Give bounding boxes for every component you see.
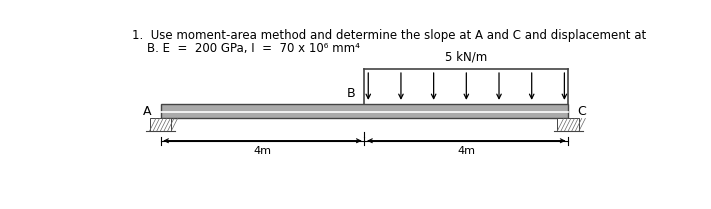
Text: 1.  Use moment-area method and determine the slope at A and C and displacement a: 1. Use moment-area method and determine … bbox=[132, 29, 646, 42]
Text: 5 kN/m: 5 kN/m bbox=[445, 51, 488, 64]
Bar bbox=[557, 119, 579, 131]
Text: A: A bbox=[143, 105, 151, 118]
Polygon shape bbox=[161, 104, 568, 119]
Text: B. E  =  200 GPa, I  =  70 x 10⁶ mm⁴: B. E = 200 GPa, I = 70 x 10⁶ mm⁴ bbox=[132, 42, 359, 55]
Bar bbox=[149, 119, 171, 131]
Text: C: C bbox=[577, 105, 587, 118]
Text: 4m: 4m bbox=[253, 146, 272, 156]
Text: B: B bbox=[346, 87, 355, 100]
Text: 4m: 4m bbox=[457, 146, 476, 156]
